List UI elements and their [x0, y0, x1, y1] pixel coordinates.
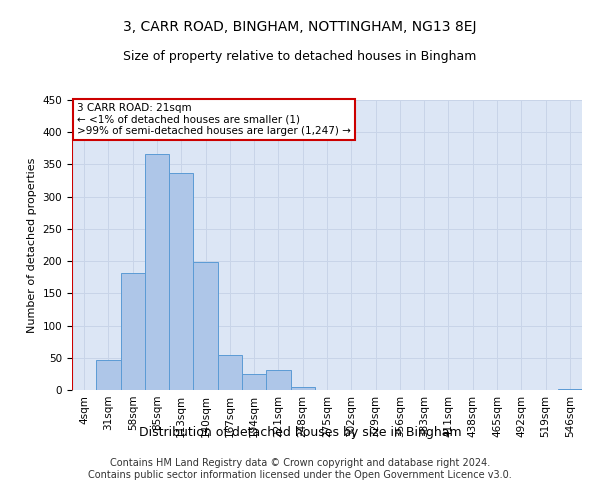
Text: Size of property relative to detached houses in Bingham: Size of property relative to detached ho… — [124, 50, 476, 63]
Bar — [218, 355, 242, 390]
Y-axis label: Number of detached properties: Number of detached properties — [27, 158, 37, 332]
Bar — [169, 173, 193, 390]
Text: Distribution of detached houses by size in Bingham: Distribution of detached houses by size … — [139, 426, 461, 439]
Bar — [290, 387, 315, 390]
Bar — [193, 262, 218, 390]
Bar — [96, 360, 121, 390]
Bar — [121, 274, 145, 390]
Bar — [145, 154, 169, 390]
Text: Contains HM Land Registry data © Crown copyright and database right 2024.
Contai: Contains HM Land Registry data © Crown c… — [88, 458, 512, 480]
Bar — [242, 374, 266, 390]
Text: 3 CARR ROAD: 21sqm
← <1% of detached houses are smaller (1)
>99% of semi-detache: 3 CARR ROAD: 21sqm ← <1% of detached hou… — [77, 102, 351, 136]
Bar — [266, 370, 290, 390]
Text: 3, CARR ROAD, BINGHAM, NOTTINGHAM, NG13 8EJ: 3, CARR ROAD, BINGHAM, NOTTINGHAM, NG13 … — [123, 20, 477, 34]
